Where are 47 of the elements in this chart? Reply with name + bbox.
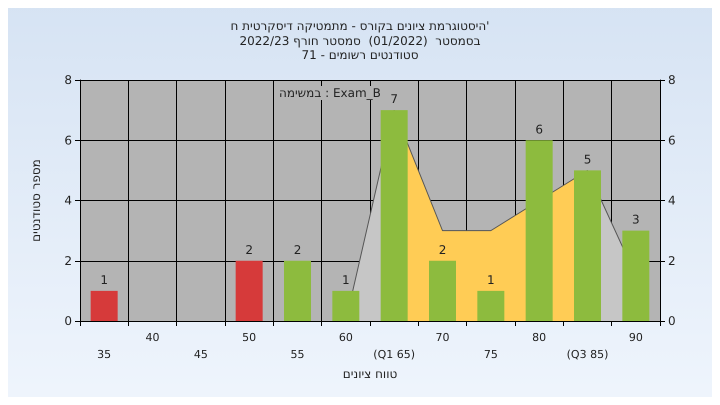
bar — [526, 140, 553, 321]
y-tick-label: 2 — [64, 254, 72, 268]
x-tick-label: 60 — [338, 331, 353, 344]
data-label: 7 — [390, 92, 398, 106]
chart-title: היסטוגרמת ציונים בקורס - מתמטיקה דיסקרטית ח' — [230, 19, 490, 33]
x-tick-label: (Q1 65) — [373, 348, 416, 361]
x-tick-label: 70 — [436, 331, 450, 344]
bar — [236, 260, 263, 321]
bar — [90, 290, 118, 321]
bar — [622, 230, 650, 321]
y2-tick-label: 8 — [668, 73, 676, 87]
y-tick-label: 8 — [64, 73, 72, 87]
x-tick-label: 90 — [628, 331, 643, 344]
bar — [477, 290, 504, 321]
data-label: 1 — [100, 272, 108, 287]
y2-tick-label: 0 — [668, 314, 676, 328]
bar — [574, 170, 601, 321]
bar — [380, 110, 408, 321]
data-label: 2 — [245, 242, 253, 257]
x-tick-label: 45 — [194, 348, 208, 361]
y-tick-label: 0 — [64, 314, 72, 328]
data-label: 2 — [438, 242, 446, 257]
bar — [332, 290, 360, 321]
y2-tick-label: 6 — [668, 133, 676, 148]
annotation: במשימה : Exam_B — [279, 86, 381, 100]
bar — [429, 260, 456, 321]
y-axis-title: מספר סטודנטים — [29, 159, 43, 242]
y2-tick-label: 4 — [668, 194, 676, 208]
y-tick-label: 4 — [64, 194, 72, 208]
x-tick-label: 50 — [242, 331, 256, 344]
data-label: 5 — [584, 152, 592, 166]
bar — [284, 260, 311, 321]
y2-tick-label: 2 — [668, 254, 676, 268]
y-tick-label: 6 — [64, 133, 72, 148]
data-label: 1 — [342, 272, 350, 287]
x-tick-label: 75 — [484, 348, 498, 361]
data-label: 1 — [487, 272, 495, 287]
chart-subtitle: בסמסטר (01/2022) סמסטר חורף 2022/23 סטודנטים רשומים - 71 — [239, 34, 481, 62]
x-tick-label: 80 — [532, 331, 546, 344]
x-tick-label: (Q3 85) — [566, 348, 608, 361]
x-tick-label: 55 — [290, 348, 304, 361]
data-label: 2 — [294, 242, 302, 257]
x-tick-label: 35 — [97, 348, 112, 361]
x-axis-title: טווח ציונים — [342, 366, 398, 381]
data-label: 6 — [535, 122, 543, 136]
data-label: 3 — [632, 212, 640, 227]
x-tick-label: 40 — [146, 331, 160, 344]
